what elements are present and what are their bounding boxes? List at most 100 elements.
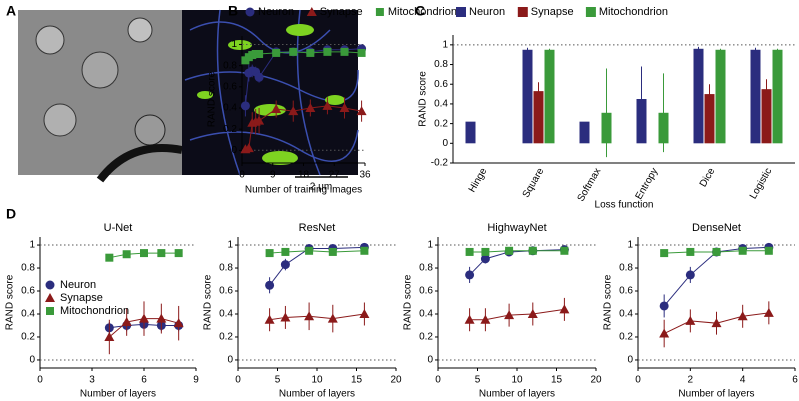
marker [763, 307, 774, 317]
x-tick-label: Softmax [576, 166, 604, 203]
segment-outlines [184, 9, 359, 176]
em-cell [43, 103, 77, 137]
x-axis-label: Number of layers [80, 389, 156, 400]
marker [339, 102, 350, 112]
marker [560, 246, 569, 255]
mitochondrion [228, 40, 252, 50]
x-tick-label: 6 [792, 375, 798, 386]
bar [544, 49, 555, 144]
em-image: 2 μm A [6, 3, 359, 193]
chart-title: U-Net [104, 222, 133, 234]
y-axis-label: RAND score [418, 71, 429, 127]
marker [357, 48, 366, 57]
marker [304, 311, 315, 321]
x-tick-label: 4 [740, 375, 746, 386]
x-tick-label: 0 [635, 375, 641, 386]
mitochondrion [262, 151, 298, 165]
bar [533, 91, 544, 144]
chart-title: ResNet [299, 222, 336, 234]
marker [764, 246, 773, 255]
marker [505, 246, 514, 255]
mitochondrion [325, 95, 345, 105]
marker [289, 47, 298, 56]
legend-swatch [456, 7, 466, 17]
legend-label: Synapse [60, 292, 103, 304]
marker [139, 313, 149, 323]
marker [122, 250, 131, 259]
marker [528, 246, 537, 255]
marker [481, 247, 490, 256]
y-tick-label: 0.6 [419, 286, 433, 297]
bar [693, 48, 704, 144]
y-tick-label: 0.4 [419, 309, 433, 320]
marker [328, 247, 337, 256]
legend-label: Mitochondrion [599, 6, 668, 18]
marker [464, 314, 475, 324]
marker [375, 8, 384, 16]
marker [305, 246, 314, 255]
mitochondrion [286, 24, 314, 36]
y-tick-label: 0.2 [21, 332, 35, 343]
y-axis-label: RAND score [5, 274, 16, 330]
marker [322, 100, 333, 110]
y-tick-label: 0.6 [219, 286, 233, 297]
x-tick-label: 15 [351, 375, 363, 386]
marker [480, 314, 491, 324]
marker [245, 7, 255, 17]
y-tick-label: 0.6 [21, 286, 35, 297]
marker [711, 318, 722, 328]
bar [750, 49, 761, 144]
y-tick-label: 1 [427, 240, 433, 251]
marker [737, 311, 748, 321]
y-tick-label: 0.8 [21, 263, 35, 274]
em-membrane [96, 144, 183, 183]
x-tick-label: 6 [141, 375, 147, 386]
x-tick-label: 20 [590, 375, 602, 386]
y-tick-label: 0 [442, 138, 448, 149]
bar [465, 121, 476, 144]
y-tick-label: 1 [227, 240, 233, 251]
em-cell [134, 114, 166, 146]
marker [465, 270, 475, 280]
legend-label: Neuron [60, 279, 96, 291]
marker [121, 317, 132, 327]
panel-label: D [6, 206, 16, 222]
y-tick-label: 0.4 [219, 309, 233, 320]
y-tick-label: 0.8 [219, 263, 233, 274]
chart-title: HighwayNet [487, 222, 546, 234]
mitochondrion [197, 91, 213, 99]
em-cell [127, 17, 153, 43]
y-axis-label: RAND score [403, 274, 414, 330]
marker [559, 304, 570, 314]
legend-swatch [517, 7, 528, 17]
y-axis-label: RAND score [203, 274, 214, 330]
y-tick-label: 0.2 [434, 118, 448, 129]
marker [288, 106, 299, 116]
y-tick-label: 0.8 [223, 60, 237, 71]
x-tick-label: 9 [270, 170, 276, 181]
x-tick-label: 10 [311, 375, 323, 386]
bar [704, 94, 715, 144]
x-tick-label: 0 [239, 170, 245, 181]
x-tick-label: 27 [329, 170, 341, 181]
marker [265, 280, 275, 290]
y-tick-label: -0.2 [431, 158, 449, 169]
panel-label: A [6, 3, 16, 19]
y-tick-label: 0.4 [223, 103, 237, 114]
legend-label: Synapse [531, 6, 574, 18]
panel-label: B [228, 3, 238, 19]
bar [761, 89, 772, 144]
x-tick-label: 0 [235, 375, 241, 386]
y-tick-label: 0.6 [619, 286, 633, 297]
marker [659, 301, 669, 311]
y-tick-label: 1 [29, 240, 35, 251]
x-tick-label: 3 [89, 375, 95, 386]
marker [240, 101, 250, 111]
marker [504, 310, 515, 320]
marker [359, 308, 370, 318]
marker [45, 293, 55, 302]
x-tick-label: Logistic [748, 166, 774, 201]
chart-title: DenseNet [692, 222, 741, 234]
marker [527, 308, 538, 318]
y-tick-label: 0 [29, 355, 35, 366]
